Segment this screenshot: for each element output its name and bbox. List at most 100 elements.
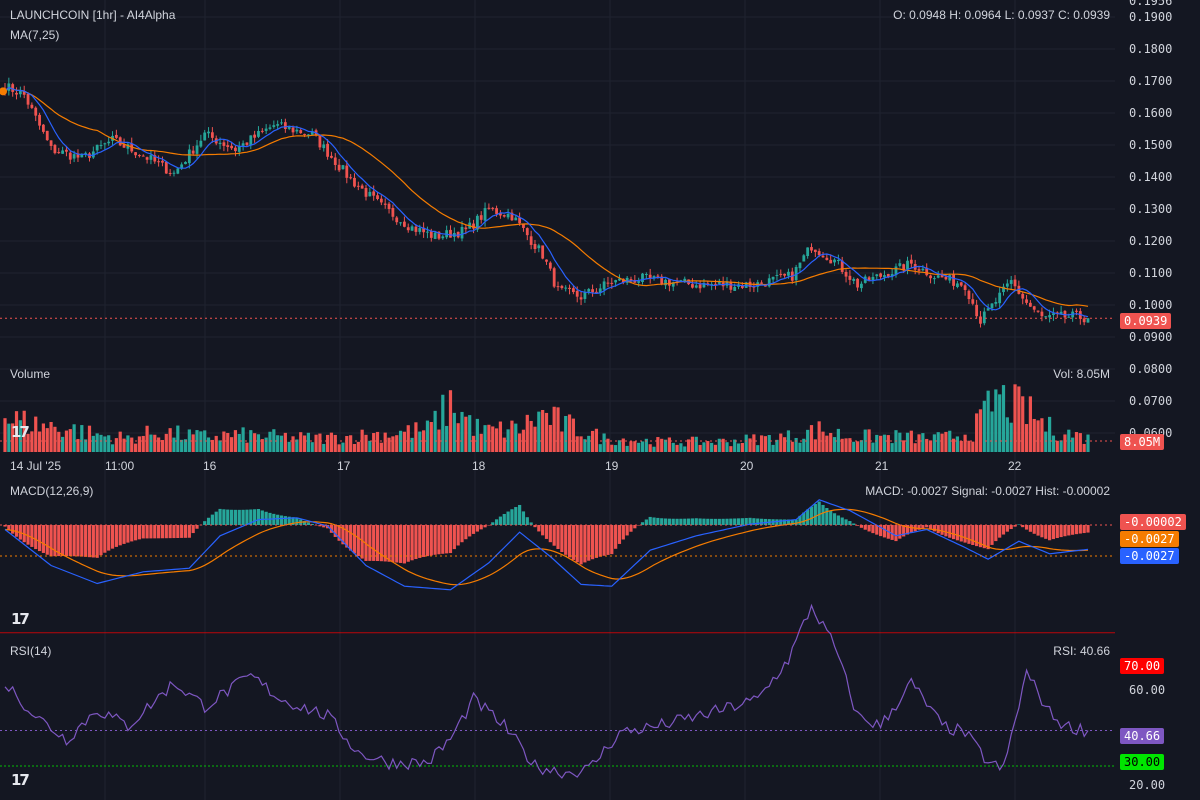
macd-hist-bar	[686, 518, 691, 525]
macd-hist-bar	[594, 525, 599, 558]
macd-hist-bar	[721, 518, 725, 525]
macd-hist-bar	[1051, 525, 1056, 540]
macd-hist-bar	[322, 525, 326, 528]
volume-bar	[1001, 385, 1006, 452]
volume-bar	[756, 445, 760, 452]
macd-hist-bar	[948, 525, 952, 538]
macd-signal-line	[4, 508, 1089, 586]
volume-bar	[541, 409, 545, 452]
rsi-readout: RSI: 40.66	[1053, 644, 1110, 658]
volume-bar	[729, 446, 733, 452]
volume-bar	[487, 424, 491, 452]
volume-bar	[1005, 417, 1009, 452]
candle-body	[660, 276, 664, 285]
candle-body	[729, 281, 733, 290]
macd-hist-bar	[855, 525, 860, 526]
macd-hist-bar	[625, 525, 629, 536]
candle-body	[587, 289, 591, 292]
candle-body	[648, 274, 652, 279]
macd-hist-bar	[786, 519, 791, 525]
volume-bar	[425, 420, 430, 452]
macd-hist-bar	[525, 517, 529, 525]
volume-bar	[218, 440, 222, 452]
volume-bar	[779, 433, 783, 452]
volume-bar	[667, 437, 671, 452]
volume-bar	[352, 444, 357, 452]
candle-body	[564, 287, 568, 289]
macd-hist-bar	[203, 521, 207, 525]
candle-body	[460, 226, 464, 239]
volume-bar	[710, 442, 714, 452]
volume-bar	[360, 429, 364, 452]
volume-bar	[272, 429, 276, 452]
candle-body	[698, 284, 702, 289]
volume-bar	[245, 442, 249, 452]
macd-hist-bar	[229, 509, 234, 525]
price-axis-tick: 0.1500	[1129, 138, 1172, 152]
price-axis-tick: 0.1700	[1129, 74, 1172, 88]
candle-body	[717, 282, 721, 284]
candle-body	[26, 93, 30, 105]
volume-bar	[955, 436, 960, 452]
macd-hist-bar	[61, 525, 65, 557]
volume-bar	[771, 444, 775, 452]
volume-bar	[333, 434, 337, 452]
volume-bar	[587, 435, 591, 452]
volume-bar	[199, 431, 203, 452]
volume-bar	[157, 437, 161, 452]
macd-hist-bar	[1047, 525, 1052, 541]
candle-body	[383, 203, 387, 205]
volume-bar	[130, 437, 134, 452]
volume-bar	[57, 431, 61, 452]
macd-hist-bar	[702, 518, 706, 525]
volume-bar	[506, 429, 510, 452]
candle-body	[45, 130, 49, 141]
macd-hist-bar	[153, 525, 157, 539]
volume-title: Volume	[10, 367, 51, 381]
macd-hist-bar	[832, 513, 837, 525]
macd-hist-bar	[414, 525, 418, 560]
macd-hist-bar	[982, 525, 986, 549]
x-tick-label: 11:00	[105, 459, 134, 473]
volume-bar	[479, 433, 483, 452]
volume-bar	[852, 441, 856, 452]
macd-hist-bar	[852, 523, 856, 525]
volume-bar	[410, 437, 414, 452]
ma-start-marker	[0, 87, 7, 96]
volume-bar	[387, 437, 391, 452]
volume-bar	[87, 425, 92, 452]
volume-bar	[706, 441, 710, 452]
macd-hist-bar	[383, 525, 387, 562]
macd-hist-bar	[944, 525, 948, 537]
volume-bar	[49, 421, 53, 452]
candle-body	[898, 263, 902, 266]
volume-bar	[648, 444, 652, 452]
candle-body	[429, 231, 433, 238]
volume-bar	[813, 439, 817, 452]
candle-body	[683, 278, 687, 282]
candle-body	[153, 155, 157, 162]
macd-hist-bar	[1021, 525, 1025, 528]
candle-body	[257, 131, 260, 137]
candle-body	[422, 227, 426, 233]
volume-bar	[283, 432, 287, 452]
macd-hist-bar	[1005, 525, 1009, 532]
candle-body	[867, 277, 871, 282]
rsi-axis-tick: 60.00	[1129, 683, 1166, 697]
candle-body	[122, 144, 126, 148]
candle-body	[583, 292, 587, 299]
volume-bar	[606, 438, 610, 452]
candle-body	[802, 255, 806, 262]
volume-bar	[521, 429, 526, 452]
volume-bar	[34, 416, 38, 452]
macd-hist-bar	[829, 510, 833, 525]
candle-body	[875, 274, 879, 277]
macd-hist-bar	[375, 525, 380, 562]
candle-body	[890, 274, 894, 277]
candle-body	[391, 207, 395, 217]
macd-hist-bar	[529, 522, 533, 525]
macd-hist-bar	[859, 525, 864, 528]
macd-title: MACD(12,26,9)	[10, 484, 94, 498]
candle-body	[852, 278, 856, 281]
